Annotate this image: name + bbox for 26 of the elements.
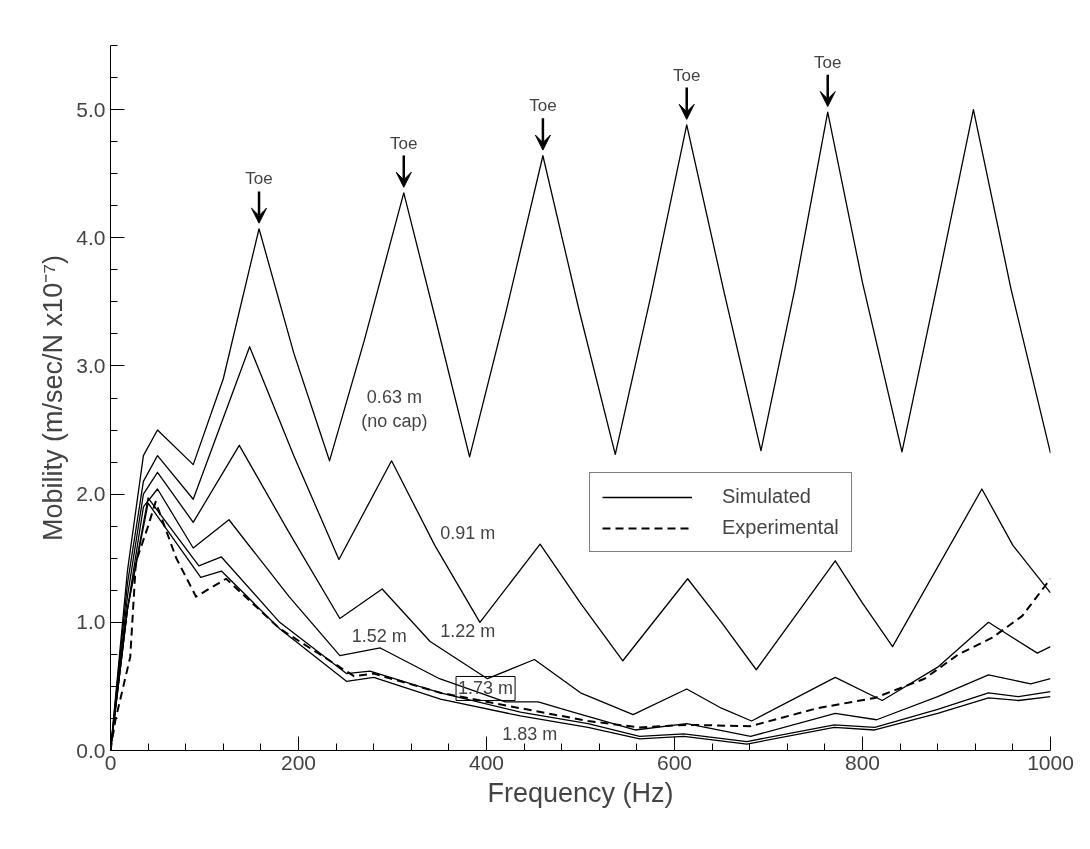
annotation: Toe [390, 133, 418, 153]
y-tick-label: 0.0 [76, 738, 106, 762]
y-tick-label: 1.0 [76, 610, 106, 634]
y-tick-label: 5.0 [76, 97, 106, 121]
x-tick-label: 200 [280, 750, 317, 774]
annotation: 0.63 m (no cap) [361, 386, 428, 431]
x-tick-label: 0 [104, 750, 117, 774]
annotation: Toe [245, 169, 273, 189]
annotation: 1.83 m [502, 723, 558, 744]
legend-label: Simulated [722, 485, 811, 508]
y-tick-label: 2.0 [76, 482, 106, 506]
x-tick-label: 600 [656, 750, 693, 774]
annotation: 1.22 m [440, 621, 496, 642]
x-tick-label: 1000 [1027, 750, 1074, 774]
legend-label: Experimental [722, 516, 839, 539]
annotation: 1.52 m [351, 626, 407, 647]
y-tick-label: 3.0 [76, 353, 106, 377]
y-axis-title: Mobility (m/sec/N x10⁻⁷) [38, 255, 69, 541]
x-axis-title: Frequency (Hz) [487, 777, 674, 808]
x-tick-label: 400 [468, 750, 505, 774]
y-tick-label: 4.0 [76, 225, 106, 249]
x-tick-label: 800 [844, 750, 881, 774]
annotation: Toe [814, 52, 842, 72]
annotation: Toe [529, 96, 557, 116]
annotation: Toe [673, 65, 701, 85]
annotation: 0.91 m [440, 522, 496, 543]
